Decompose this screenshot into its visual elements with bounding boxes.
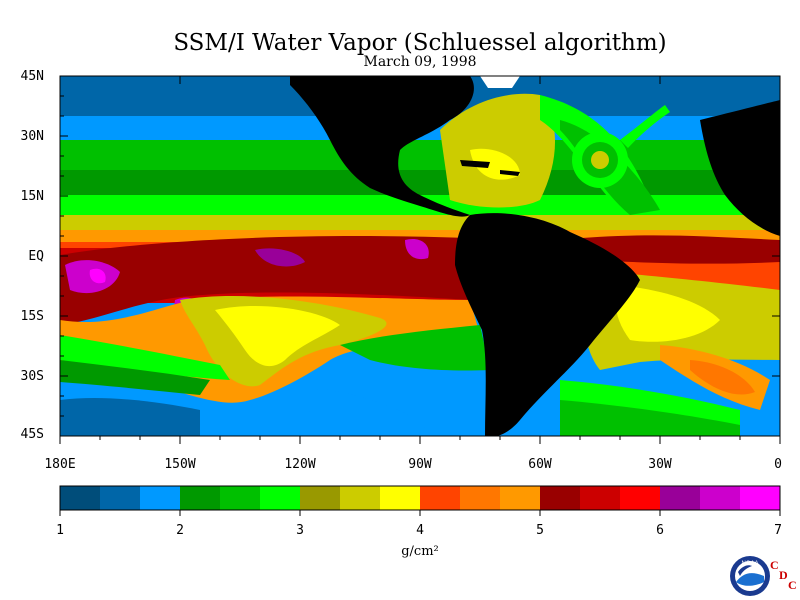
africa-europe-land [700,100,780,236]
colorbar-swatch [620,486,661,510]
colorbar-swatch [460,486,501,510]
lat-label-30n: 30N [20,129,44,144]
map-field [60,76,780,436]
lat-label-30s: 30S [20,369,44,384]
colorbar-swatch [660,486,701,510]
colorbar-label-1: 1 [56,523,64,538]
colorbar-swatch [740,486,781,510]
noaa-logo: NOAA [730,556,770,596]
lat-label-45n: 45N [20,69,44,84]
colorbar-swatch [500,486,541,510]
lat-label-15s: 15S [20,309,44,324]
colorbar-swatch [580,486,621,510]
lon-label-30w: 30W [648,457,672,472]
lon-label-180e: 180E [44,457,76,472]
colorbar-swatch [260,486,301,510]
lon-label-60w: 60W [528,457,552,472]
cdc-letter-d: D [779,568,788,582]
cdc-letter-c2: C [788,578,797,592]
colorbar-label-4: 4 [416,523,424,538]
colorbar-label-6: 6 [656,523,664,538]
lon-ticks [59,76,781,444]
map-title: SSM/I Water Vapor (Schluessel algorithm) [173,30,667,56]
colorbar-swatch [100,486,141,510]
colorbar-units: g/cm² [401,544,439,559]
caribbean-moist [440,93,555,208]
lat-ticks [60,75,780,437]
colorbar-swatch [60,486,101,510]
lat-label-45s: 45S [20,427,44,442]
colorbar-label-3: 3 [296,523,304,538]
north-america-land [290,76,474,217]
colorbar-swatch [420,486,461,510]
cdc-letter-c1: C [770,558,779,572]
colorbar [60,486,781,510]
lon-label-150w: 150W [164,457,196,472]
colorbar-swatch [220,486,261,510]
colorbar-swatch [380,486,421,510]
colorbar-ticks [59,510,781,516]
south-america-land [455,213,640,436]
map-date: March 09, 1998 [363,54,477,70]
colorbar-swatch [540,486,581,510]
lon-label-90w: 90W [408,457,432,472]
colorbar-label-2: 2 [176,523,184,538]
colorbar-swatch [300,486,341,510]
colorbar-swatch [340,486,381,510]
lat-label-eq: EQ [28,249,44,264]
colorbar-swatch [140,486,181,510]
colorbar-swatch [180,486,221,510]
colorbar-label-7: 7 [774,523,782,538]
colorbar-label-5: 5 [536,523,544,538]
lon-label-0: 0 [774,457,782,472]
lat-label-15n: 15N [20,189,44,204]
logo-agency-text: NOAA [741,561,758,567]
lon-label-120w: 120W [284,457,316,472]
colorbar-swatch [700,486,741,510]
